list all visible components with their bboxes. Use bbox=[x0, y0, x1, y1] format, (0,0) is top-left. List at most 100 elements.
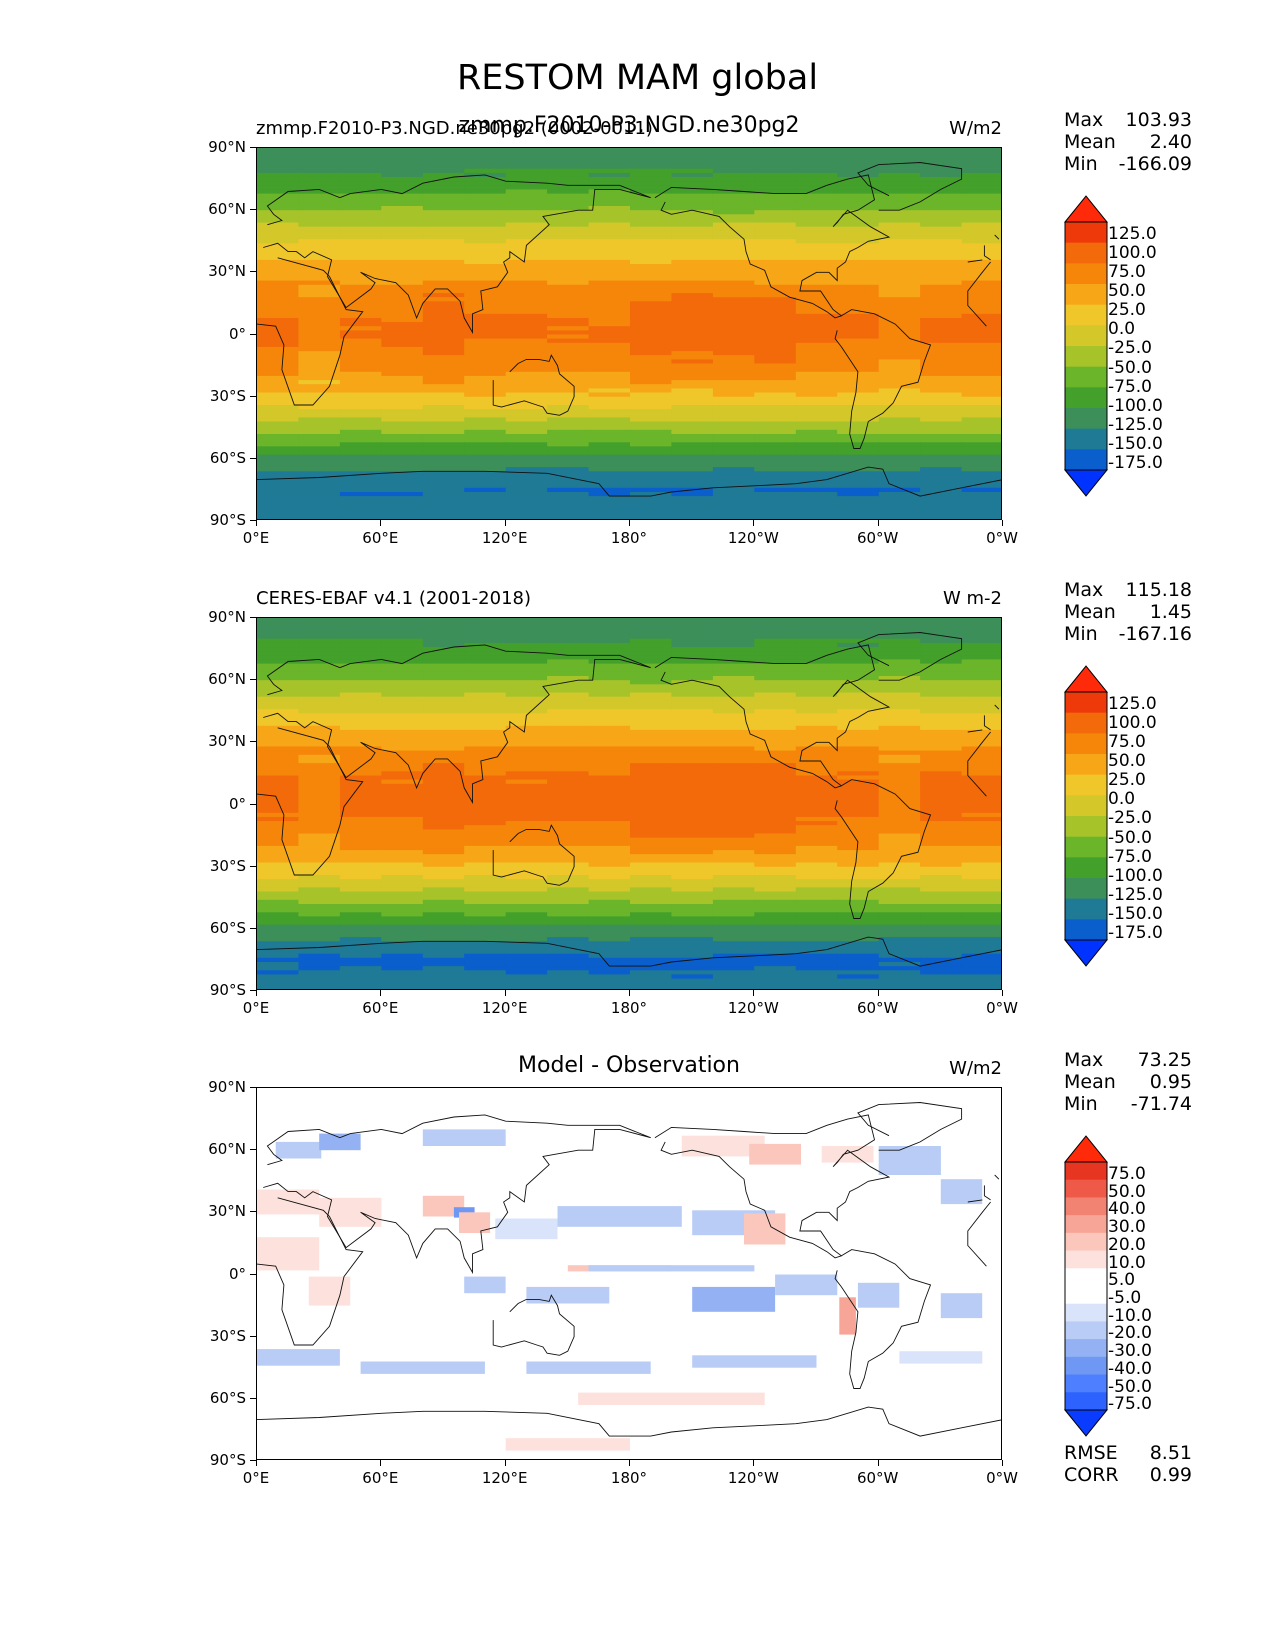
field-cell bbox=[878, 334, 921, 340]
field-cell bbox=[381, 500, 424, 505]
field-cell bbox=[712, 239, 755, 244]
field-cell bbox=[920, 792, 963, 797]
field-cell bbox=[961, 297, 1001, 302]
field-cell bbox=[920, 396, 963, 402]
field-cell bbox=[961, 463, 1001, 468]
field-cell bbox=[837, 792, 880, 797]
field-cell bbox=[795, 243, 838, 248]
field-cell bbox=[298, 471, 341, 476]
coastline bbox=[257, 257, 991, 406]
field-cell bbox=[712, 421, 755, 427]
field-cell bbox=[920, 758, 963, 764]
field-cell bbox=[878, 717, 921, 723]
field-cell bbox=[339, 684, 382, 689]
colorbar-bin bbox=[1065, 1162, 1107, 1181]
colorbar-tick-label: -75.0 bbox=[1108, 1394, 1152, 1415]
field-cell bbox=[339, 787, 382, 793]
field-cell bbox=[588, 450, 631, 456]
field-cell bbox=[671, 821, 714, 826]
field-cell bbox=[920, 916, 963, 922]
field-cell bbox=[754, 222, 797, 228]
field-cell bbox=[671, 792, 714, 797]
colorbar-bin bbox=[1065, 898, 1107, 920]
field-cell bbox=[381, 251, 424, 257]
field-cell bbox=[795, 409, 838, 414]
field-cell bbox=[257, 680, 299, 685]
field-cell bbox=[339, 862, 382, 868]
field-cell bbox=[671, 189, 714, 195]
field-cell bbox=[961, 829, 1001, 835]
field-cell bbox=[630, 392, 672, 398]
field-cell bbox=[588, 982, 631, 988]
field-cell bbox=[754, 284, 797, 290]
field-cell bbox=[754, 181, 797, 186]
field-cell bbox=[257, 920, 299, 926]
field-cell bbox=[961, 671, 1001, 677]
field-cell bbox=[795, 467, 838, 472]
field-cell bbox=[422, 754, 465, 760]
field-cell bbox=[961, 301, 1001, 306]
field-cell bbox=[671, 854, 714, 859]
lon-tick-mark bbox=[504, 520, 506, 526]
field-cell bbox=[505, 792, 548, 797]
field-cell bbox=[422, 172, 465, 178]
field-cell bbox=[630, 924, 672, 930]
lon-tick-label: 0°W bbox=[986, 529, 1018, 547]
field-cell bbox=[547, 330, 590, 336]
field-cell bbox=[588, 970, 631, 975]
field-cell bbox=[754, 771, 797, 776]
field-cell bbox=[920, 471, 963, 476]
field-cell bbox=[712, 458, 755, 464]
field-cell bbox=[837, 355, 880, 360]
field-cell bbox=[422, 949, 465, 955]
field-cell bbox=[754, 638, 797, 644]
field-cell bbox=[837, 775, 880, 781]
field-cell bbox=[671, 396, 714, 402]
field-cell bbox=[464, 862, 507, 868]
field-cell bbox=[961, 222, 1001, 228]
field-cell bbox=[712, 367, 755, 373]
field-cell bbox=[712, 313, 755, 319]
field-cell bbox=[381, 899, 424, 905]
field-cell bbox=[754, 375, 797, 381]
field-cell bbox=[630, 322, 672, 327]
field-cell bbox=[712, 429, 755, 435]
field-cell bbox=[878, 659, 921, 665]
field-cell bbox=[837, 734, 880, 739]
field-cell bbox=[712, 334, 755, 340]
field-cell bbox=[547, 496, 590, 501]
field-cell bbox=[547, 700, 590, 706]
lat-tick-label: 30°N bbox=[208, 262, 246, 281]
field-cell bbox=[339, 680, 382, 685]
field-cell bbox=[464, 492, 507, 497]
field-cell bbox=[547, 197, 590, 203]
field-cell bbox=[837, 875, 880, 880]
field-cell bbox=[298, 821, 341, 826]
field-cell bbox=[837, 904, 880, 909]
field-cell bbox=[920, 638, 963, 644]
field-cell bbox=[754, 684, 797, 689]
field-cell bbox=[464, 771, 507, 776]
field-cell bbox=[878, 442, 921, 447]
field-cell bbox=[505, 700, 548, 706]
field-cell bbox=[671, 754, 714, 760]
field-cell bbox=[505, 692, 548, 698]
field-cell bbox=[837, 483, 880, 489]
field-cell bbox=[547, 746, 590, 752]
field-cell bbox=[754, 425, 797, 431]
field-cell bbox=[671, 454, 714, 460]
field-cell bbox=[671, 284, 714, 290]
field-cell bbox=[671, 512, 714, 518]
field-cell bbox=[630, 396, 672, 402]
field-cell bbox=[712, 700, 755, 706]
field-cell bbox=[339, 193, 382, 199]
field-cell bbox=[422, 483, 465, 489]
field-cell bbox=[339, 487, 382, 493]
field-cell bbox=[339, 700, 382, 706]
field-cell bbox=[961, 928, 1001, 934]
field-cell bbox=[381, 326, 424, 331]
field-cell bbox=[712, 651, 755, 656]
field-cell bbox=[630, 172, 672, 178]
panel-units: W/m2 bbox=[949, 118, 1002, 139]
field-cell bbox=[547, 750, 590, 756]
